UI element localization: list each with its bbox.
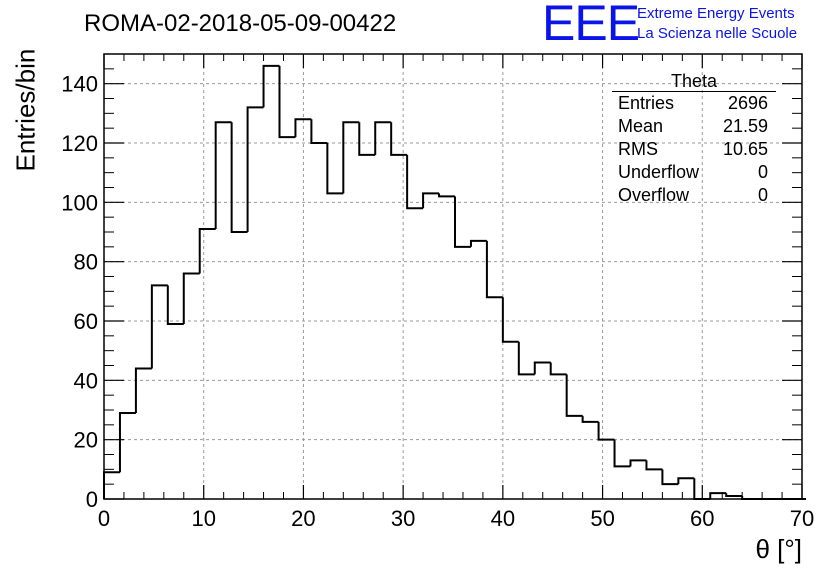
x-tick-label: 10 bbox=[191, 506, 215, 531]
histogram-bin bbox=[182, 272, 200, 324]
logo-line-2: La Scienza nelle Scuole bbox=[637, 25, 798, 42]
x-tick-label: 40 bbox=[491, 506, 515, 531]
histogram-bin bbox=[629, 459, 647, 467]
x-axis-label: θ [°] bbox=[755, 534, 802, 564]
stats-row: Entries 2696 bbox=[612, 92, 776, 115]
stats-value: 2696 bbox=[727, 93, 768, 113]
histogram-bin bbox=[645, 460, 663, 471]
histogram-bin bbox=[390, 122, 408, 156]
histogram-bin bbox=[453, 196, 471, 248]
y-tick-label: 80 bbox=[74, 250, 98, 275]
histogram-bin bbox=[438, 193, 455, 198]
y-tick-label: 40 bbox=[74, 368, 98, 393]
histogram-bin bbox=[533, 361, 551, 375]
histogram-bin bbox=[310, 119, 328, 144]
y-axis-label: Entries/bin bbox=[10, 48, 41, 172]
histogram-bin bbox=[134, 367, 152, 413]
histogram-bin bbox=[342, 121, 360, 194]
x-tick-label: 0 bbox=[98, 506, 110, 531]
histogram-bin bbox=[150, 284, 168, 369]
histogram-bin bbox=[374, 121, 392, 155]
logo-line-1: Extreme Energy Events bbox=[637, 5, 795, 22]
histogram-bin bbox=[198, 228, 216, 274]
histogram-bin bbox=[326, 143, 344, 195]
stats-row: RMS 10.65 bbox=[612, 138, 776, 161]
histogram-bin bbox=[709, 492, 727, 499]
histogram-bin bbox=[406, 154, 424, 210]
histogram-bin bbox=[485, 240, 503, 299]
x-tick-labels: 0 10 20 30 40 50 60 70 bbox=[98, 506, 814, 531]
histogram-bin bbox=[103, 471, 120, 499]
histogram-bin bbox=[661, 469, 679, 486]
x-tick-label: 50 bbox=[590, 506, 614, 531]
stats-label: Underflow bbox=[618, 162, 700, 182]
y-tick-labels: 0 20 40 60 80 100 120 140 bbox=[61, 72, 98, 512]
histogram-bin bbox=[422, 192, 440, 209]
y-tick-label: 120 bbox=[61, 131, 98, 156]
histogram-bin bbox=[294, 118, 312, 138]
stats-label: RMS bbox=[618, 139, 658, 159]
y-tick-label: 100 bbox=[61, 190, 98, 215]
eee-logo: EEE bbox=[542, 0, 640, 51]
histogram-bin bbox=[501, 297, 519, 343]
histogram-bin bbox=[358, 122, 376, 156]
histogram-bin bbox=[166, 285, 184, 325]
x-tick-label: 70 bbox=[790, 506, 814, 531]
histogram-bin bbox=[246, 106, 264, 232]
grid bbox=[104, 54, 802, 499]
histogram-bin bbox=[581, 415, 599, 423]
stats-value: 0 bbox=[757, 185, 768, 205]
histogram-bin bbox=[597, 421, 615, 441]
histogram-bars bbox=[103, 64, 806, 500]
stats-label: Entries bbox=[618, 93, 675, 113]
histogram-bin bbox=[517, 341, 535, 376]
logo-text: Extreme Energy Events La Scienza nelle S… bbox=[637, 4, 797, 44]
stats-row: Underflow 0 bbox=[612, 161, 776, 184]
stats-value: 0 bbox=[757, 162, 768, 182]
y-tick-label: 60 bbox=[74, 309, 98, 334]
histogram-bin bbox=[565, 374, 583, 417]
histogram-bin bbox=[230, 122, 248, 233]
chart-title: ROMA-02-2018-05-09-00422 bbox=[84, 10, 397, 37]
x-tick-label: 30 bbox=[391, 506, 415, 531]
stats-box: Theta Entries 2696 Mean 21.59 RMS 10.65 Underf… bbox=[612, 72, 776, 207]
histogram-bin bbox=[469, 239, 487, 247]
stats-value: 10.65 bbox=[722, 139, 768, 159]
x-tick-label: 20 bbox=[291, 506, 315, 531]
histogram-bin bbox=[118, 411, 136, 473]
histogram-bin bbox=[278, 65, 296, 139]
y-tick-label: 0 bbox=[86, 487, 98, 512]
x-tick-label: 60 bbox=[690, 506, 714, 531]
stats-row: Mean 21.59 bbox=[612, 115, 776, 138]
y-tick-label: 20 bbox=[74, 428, 98, 453]
histogram-bin bbox=[613, 439, 631, 468]
histogram-bin bbox=[725, 493, 743, 498]
y-tick-label: 140 bbox=[61, 72, 98, 97]
axis-ticks bbox=[103, 53, 803, 500]
stats-label: Mean bbox=[618, 116, 664, 136]
histogram-bin bbox=[214, 121, 232, 230]
stats-title: Theta bbox=[612, 72, 776, 92]
stats-value: 21.59 bbox=[722, 116, 768, 136]
histogram-bin bbox=[262, 64, 280, 108]
stats-row: Overflow 0 bbox=[612, 184, 776, 207]
histogram-bin bbox=[677, 477, 695, 485]
stats-label: Overflow bbox=[618, 185, 690, 205]
histogram-bin bbox=[549, 362, 567, 376]
